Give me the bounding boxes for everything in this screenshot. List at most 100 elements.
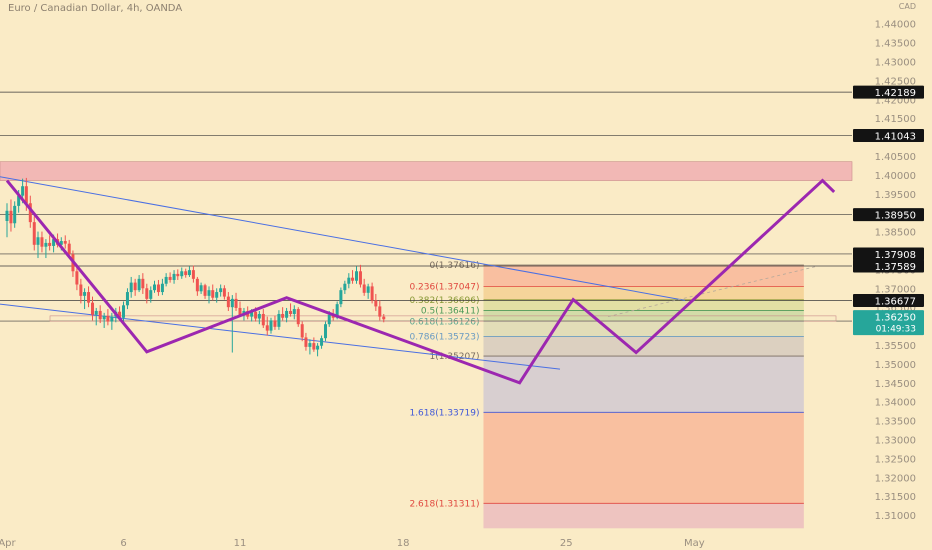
candle-body: [91, 302, 95, 315]
chart-header: Euro / Canadian Dollar, 4h, OANDA: [8, 3, 183, 14]
candle-body: [83, 292, 87, 296]
candle-body: [320, 338, 324, 346]
fib-band: [483, 299, 804, 311]
x-tick-label: 25: [560, 538, 573, 549]
candle-body: [67, 243, 71, 255]
fib-band: [483, 412, 804, 504]
interval-label[interactable]: 4h: [126, 3, 140, 14]
candle-body: [9, 210, 13, 224]
candle-body: [187, 270, 191, 276]
candle-body: [254, 311, 258, 319]
candle-body: [184, 271, 188, 276]
channel-lower-line: [0, 303, 561, 370]
candle-body: [281, 313, 285, 318]
candle-body: [285, 310, 289, 318]
price-level-badge-text: 1.37589: [875, 262, 916, 273]
candle-body: [160, 283, 164, 293]
candle-body: [24, 186, 28, 204]
support-zone: [49, 315, 837, 322]
resistance-zone: [0, 161, 853, 181]
y-tick-label: 1.32000: [875, 473, 916, 484]
candle-body: [207, 290, 211, 296]
candle-body: [164, 276, 168, 284]
candle-body: [63, 241, 67, 244]
y-tick-label: 1.40000: [875, 171, 916, 182]
candle-body: [370, 286, 374, 301]
countdown-text: 01:49:33: [876, 325, 916, 335]
candle-body: [129, 282, 133, 293]
candle-body: [17, 195, 21, 206]
zigzag-pattern: [5, 178, 836, 385]
candle-body: [94, 310, 98, 315]
candle-body: [125, 292, 129, 306]
candle-body: [145, 288, 149, 299]
candle-body: [327, 314, 331, 325]
y-tick-label: 1.43000: [875, 57, 916, 68]
current-price-text: 1.36250: [875, 313, 916, 324]
price-level-badge: [853, 247, 924, 261]
candle-body: [28, 203, 32, 223]
candle-body: [191, 270, 195, 279]
candle-body: [347, 277, 351, 284]
symbol-name[interactable]: Euro / Canadian Dollar: [8, 3, 121, 14]
candle-body: [289, 310, 293, 314]
price-level-badge: [853, 259, 924, 273]
candle-body: [261, 313, 265, 326]
exchange-label: OANDA: [145, 3, 183, 14]
candle-body: [343, 283, 347, 291]
fib-level-label: 2.618(1.31311): [409, 499, 479, 509]
candle-body: [238, 307, 242, 315]
fib-band: [483, 356, 804, 413]
candle-body: [122, 305, 125, 318]
x-tick-label: May: [684, 538, 705, 549]
fib-level-label: 0.236(1.37047): [409, 283, 479, 293]
candle-body: [59, 241, 63, 245]
candle-body: [36, 237, 40, 245]
y-tick-label: 1.38500: [875, 228, 916, 239]
candle-body: [222, 288, 226, 297]
candle-body: [257, 313, 261, 319]
candle-body: [366, 286, 370, 293]
currency-label: CAD: [899, 2, 916, 11]
candle-body: [250, 311, 254, 317]
y-tick-label: 1.42500: [875, 76, 916, 87]
candle-body: [106, 315, 110, 322]
candle-body: [335, 304, 339, 318]
candle-body: [21, 186, 25, 196]
candle-body: [137, 278, 141, 291]
candle-body: [98, 310, 102, 320]
candle-body: [300, 324, 304, 338]
fib-level-label: 0.618(1.36126): [409, 317, 479, 327]
candle-body: [219, 288, 223, 293]
price-level-badge-text: 1.37908: [875, 250, 916, 261]
price-level-badge-text: 1.36677: [875, 296, 916, 307]
candle-body: [339, 290, 343, 305]
y-tick-label: 1.34000: [875, 398, 916, 409]
fib-band: [483, 321, 804, 337]
candle-body: [48, 242, 52, 246]
candle-body: [168, 276, 172, 280]
x-tick-label: Apr: [0, 538, 17, 549]
candle-body: [199, 285, 203, 292]
x-tick-label: 6: [120, 538, 126, 549]
y-tick-label: 1.40500: [875, 152, 916, 163]
fib-band: [483, 264, 804, 287]
y-tick-label: 1.33500: [875, 417, 916, 428]
candle-body: [5, 210, 9, 221]
candle-body: [358, 271, 362, 285]
candle-body: [265, 325, 269, 331]
candle-body: [296, 309, 300, 325]
candle-body: [382, 316, 386, 320]
x-tick-label: 11: [234, 538, 247, 549]
candle-body: [215, 292, 219, 298]
price-level-badge-text: 1.42189: [875, 88, 916, 99]
candle-body: [230, 298, 234, 308]
candle-body: [362, 284, 366, 293]
y-tick-label: 1.32500: [875, 454, 916, 465]
candle-body: [374, 300, 378, 307]
y-tick-label: 1.34500: [875, 379, 916, 390]
y-tick-label: 1.44000: [875, 20, 916, 31]
price-level-badge: [853, 85, 924, 99]
price-level-badge: [853, 293, 924, 307]
